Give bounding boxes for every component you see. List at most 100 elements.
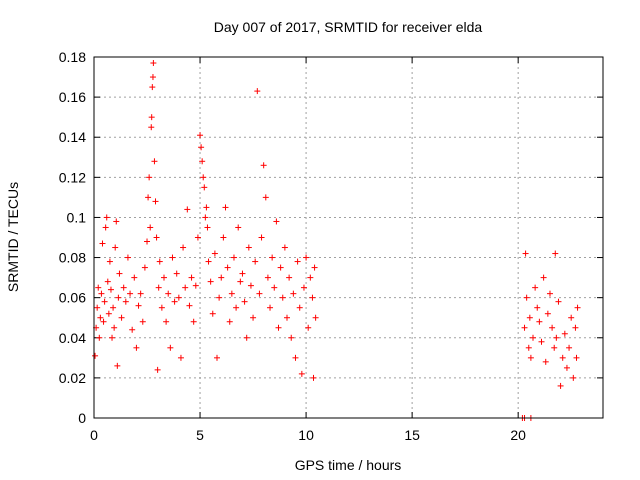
data-point [144,238,151,245]
x-tick-label: 5 [196,427,204,443]
data-point [127,290,134,297]
y-tick-label: 0.12 [59,169,86,185]
data-point [182,284,189,291]
data-point [107,286,114,293]
data-point [523,294,530,301]
data-point [115,294,122,301]
x-tick-labels: 0 5 10 15 20 [90,427,526,443]
data-point [202,214,209,221]
y-tick-label: 0.1 [67,209,87,225]
data-point [220,234,227,241]
data-point [97,314,104,321]
data-point [252,258,259,265]
y-axis-label: SRMTID / TECUs [5,182,21,292]
data-point [296,304,303,311]
data-point [111,324,118,331]
x-tick-label: 15 [404,427,420,443]
data-point [203,204,210,211]
data-point [149,74,156,81]
data-point [148,124,155,131]
data-point [553,334,560,341]
data-point [146,174,153,181]
data-point [148,114,155,121]
data-point [184,206,191,213]
data-point [544,310,551,317]
data-point [198,144,205,151]
data-point [277,264,284,271]
data-point [312,314,319,321]
data-point [152,198,159,205]
data-point [163,318,170,325]
data-point [273,218,280,225]
data-point [290,290,297,297]
data-point [98,290,105,297]
plot-frame [93,56,604,419]
data-point [568,314,575,321]
data-point [288,334,295,341]
grid-lines [94,57,603,418]
data-point [570,374,577,381]
data-point [258,234,265,241]
data-point [169,254,176,261]
data-point [155,284,162,291]
data-point [309,294,316,301]
data-point [574,304,581,311]
data-point [177,354,184,361]
data-point [205,258,212,265]
data-point [239,270,246,277]
data-point [233,304,240,311]
data-point [139,318,146,325]
data-point [573,354,580,361]
data-point [226,318,233,325]
chart-title: Day 007 of 2017, SRMTID for receiver eld… [214,19,483,35]
data-point [171,298,178,305]
data-point [521,324,528,331]
data-point [94,304,101,311]
data-point [527,354,534,361]
data-point [99,240,106,247]
data-point [305,324,312,331]
data-point [243,334,250,341]
data-point [120,284,127,291]
data-point [557,382,564,389]
data-point [158,304,165,311]
data-point [114,362,121,369]
data-point [532,284,539,291]
data-point [230,254,237,261]
data-point [109,334,116,341]
data-point [283,314,290,321]
data-point [267,304,274,311]
data-point [150,60,157,67]
data-point [526,314,533,321]
data-point [96,334,103,341]
data-point [124,254,131,261]
data-point [116,270,123,277]
data-point [307,274,314,281]
data-point [95,284,102,291]
data-point [536,318,543,325]
x-tick-label: 0 [90,427,98,443]
data-point [103,214,110,221]
x-tick-label: 20 [510,427,526,443]
data-point [224,264,231,271]
data-point [546,290,553,297]
data-point [269,254,276,261]
data-point [538,338,545,345]
y-tick-label: 0.04 [59,330,86,346]
data-point [530,334,537,341]
data-point [113,218,120,225]
y-tick-label: 0.18 [59,49,86,65]
data-point [209,310,216,317]
data-point [549,324,556,331]
data-point [264,274,271,281]
data-point [525,344,532,351]
data-point [279,294,286,301]
data-point [92,352,99,359]
data-point [222,204,229,211]
data-point [153,234,160,241]
y-tick-label: 0.06 [59,290,86,306]
data-point [542,358,549,365]
data-point [254,88,261,95]
data-point [156,258,163,265]
data-point [145,194,152,201]
